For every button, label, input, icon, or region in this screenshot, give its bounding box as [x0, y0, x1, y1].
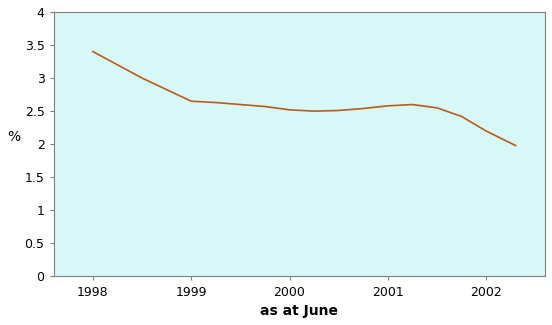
Y-axis label: %: %	[7, 130, 20, 144]
X-axis label: as at June: as at June	[261, 304, 338, 318]
